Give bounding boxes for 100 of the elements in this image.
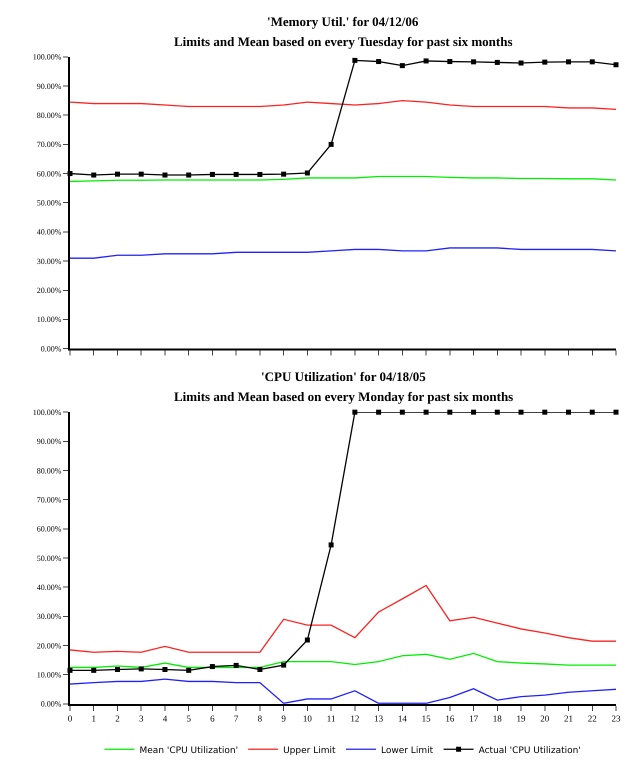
y-tick-label: 20.00% — [36, 641, 62, 650]
x-tick-label: 21 — [564, 714, 574, 724]
y-tick-label: 90.00% — [36, 437, 62, 446]
x-tick-label: 19 — [516, 714, 526, 724]
x-tick-label: 7 — [234, 714, 239, 724]
point — [494, 60, 500, 65]
x-tick-label: 5 — [186, 714, 192, 724]
point — [376, 59, 382, 64]
point — [400, 410, 405, 415]
x-tick-label: 13 — [374, 714, 384, 724]
chart-subtitle: Limits and Mean based on every Tuesday for past six months — [174, 34, 513, 49]
y-tick-label: 10.00% — [36, 315, 62, 324]
point — [304, 638, 310, 643]
point — [614, 62, 618, 68]
point — [424, 410, 429, 415]
point — [234, 172, 239, 177]
point — [400, 63, 405, 68]
x-tick-label: 16 — [445, 714, 455, 724]
y-tick-label: 50.00% — [36, 554, 62, 563]
x-tick-label: 11 — [326, 714, 336, 724]
point — [138, 172, 144, 177]
x-tick-label: 3 — [138, 714, 144, 724]
point — [352, 58, 358, 63]
legend-label: Lower Limit — [380, 746, 434, 756]
x-tick-label: 0 — [68, 714, 73, 724]
point — [376, 410, 382, 415]
point — [424, 58, 429, 64]
y-tick-label: 20.00% — [36, 286, 62, 296]
y-tick-label: 0.00% — [40, 700, 62, 709]
y-tick-label: 40.00% — [36, 228, 62, 237]
line-series — [70, 100, 616, 110]
y-tick-label: 60.00% — [36, 524, 62, 534]
x-tick-label: 1 — [91, 714, 96, 724]
point — [138, 666, 144, 672]
point — [257, 172, 262, 177]
point — [566, 410, 572, 415]
point — [328, 142, 334, 147]
point — [186, 172, 192, 178]
y-tick-label: 70.00% — [36, 140, 62, 150]
y-tick-label: 10.00% — [36, 670, 62, 680]
y-tick-label: 80.00% — [36, 466, 62, 476]
x-tick-label: 23 — [612, 714, 621, 724]
x-tick-label: 8 — [258, 714, 263, 724]
point — [447, 59, 452, 64]
point — [614, 410, 618, 415]
y-tick-label: 0.00% — [40, 344, 62, 354]
y-tick-label: 30.00% — [36, 256, 62, 266]
x-tick-label: 4 — [162, 714, 168, 724]
chart-subtitle: Limits and Mean based on every Monday for past six months — [174, 389, 514, 404]
point — [590, 410, 595, 415]
y-tick-label: 100.00% — [32, 408, 62, 417]
point — [518, 410, 524, 415]
x-tick-label: 14 — [398, 714, 408, 724]
point — [542, 410, 548, 415]
point — [281, 172, 286, 177]
y-tick-label: 90.00% — [36, 82, 62, 91]
point — [114, 172, 120, 177]
point — [162, 666, 168, 672]
x-tick-label: 9 — [281, 714, 286, 724]
line-series — [70, 584, 616, 653]
y-tick-label: 100.00% — [32, 52, 62, 62]
point — [352, 410, 358, 415]
line-series — [70, 247, 616, 259]
y-tick-label: 60.00% — [36, 169, 62, 178]
legend-label: Actual 'CPU Utilization' — [478, 746, 581, 756]
point — [328, 542, 334, 548]
y-tick-label: 50.00% — [36, 198, 62, 208]
y-tick-label: 30.00% — [36, 612, 62, 622]
x-tick-label: 12 — [350, 714, 360, 724]
point — [210, 172, 215, 177]
point — [566, 59, 572, 64]
chart-title: 'CPU Utilization' for 04/18/05 — [261, 369, 426, 384]
point — [542, 60, 548, 65]
y-tick-label: 40.00% — [36, 583, 62, 592]
x-tick-label: 18 — [492, 714, 502, 724]
x-tick-label: 17 — [469, 714, 479, 724]
x-tick-label: 22 — [588, 714, 597, 724]
point — [281, 662, 286, 668]
point — [114, 666, 120, 672]
legend-label: Mean 'CPU Utilization' — [140, 746, 238, 756]
x-tick-label: 10 — [302, 714, 312, 724]
point — [518, 60, 524, 66]
x-tick-label: 6 — [210, 714, 216, 724]
x-tick-label: 15 — [422, 714, 432, 724]
y-tick-label: 70.00% — [36, 496, 62, 504]
point — [91, 668, 96, 673]
point — [210, 664, 215, 670]
point — [471, 59, 476, 64]
point — [471, 410, 476, 415]
point — [494, 410, 500, 415]
point — [162, 172, 168, 178]
legend-label: Upper Limit — [283, 746, 336, 756]
y-tick-label: 80.00% — [36, 111, 62, 120]
point — [304, 170, 310, 176]
point — [91, 172, 96, 178]
x-tick-label: 20 — [540, 714, 550, 724]
point — [447, 410, 452, 415]
point — [257, 666, 262, 672]
point — [234, 662, 239, 668]
x-tick-label: 2 — [115, 714, 120, 724]
